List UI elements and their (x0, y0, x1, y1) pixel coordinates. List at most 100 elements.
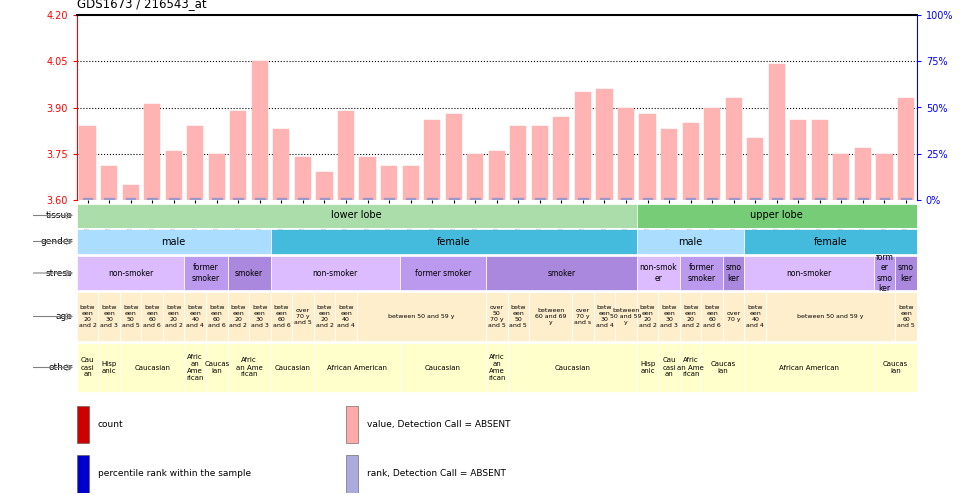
Bar (812, 120, 828, 200)
Bar (702, 292, 723, 341)
Bar (449, 198, 459, 200)
Bar (271, 343, 314, 392)
Text: Caucasian: Caucasian (425, 364, 461, 370)
Bar (661, 129, 677, 200)
Bar (685, 198, 695, 200)
Bar (596, 89, 612, 200)
Bar (187, 126, 204, 200)
Bar (723, 292, 745, 341)
Text: female: female (437, 237, 470, 247)
Bar (141, 292, 163, 341)
Bar (357, 292, 486, 341)
Bar (381, 166, 397, 200)
Bar (618, 107, 635, 200)
Bar (708, 198, 717, 200)
Bar (338, 110, 354, 200)
Text: Caucas
ian: Caucas ian (710, 361, 735, 374)
Bar (276, 198, 286, 200)
Bar (529, 292, 572, 341)
Text: over
70 y
and s: over 70 y and s (574, 308, 591, 325)
Bar (314, 292, 335, 341)
Text: lower lobe: lower lobe (331, 210, 382, 220)
Text: betw
een
60
and 6: betw een 60 and 6 (704, 305, 721, 328)
Bar (271, 229, 636, 254)
Bar (729, 198, 738, 200)
Text: over
70 y: over 70 y (727, 311, 741, 322)
Bar (636, 343, 659, 392)
Bar (363, 198, 372, 200)
Bar (123, 185, 139, 200)
Text: betw
een
60
and 6: betw een 60 and 6 (208, 305, 226, 328)
Bar (445, 114, 462, 200)
Text: betw
een
20
and 2: betw een 20 and 2 (638, 305, 657, 328)
Bar (271, 292, 292, 341)
Text: Cau
casi
an: Cau casi an (81, 357, 94, 378)
Text: betw
een
20
and 2: betw een 20 and 2 (165, 305, 182, 328)
Bar (424, 120, 441, 200)
Bar (511, 126, 526, 200)
Text: betw
een
30
and 3: betw een 30 and 3 (660, 305, 678, 328)
Bar (854, 148, 871, 200)
Text: non-smok
er: non-smok er (639, 263, 677, 283)
Bar (166, 150, 181, 200)
Bar (190, 198, 200, 200)
Text: gender: gender (40, 237, 73, 246)
Text: betw
een
50
and 5: betw een 50 and 5 (510, 305, 527, 328)
Bar (271, 256, 400, 290)
Text: betw
een
60
and 5: betw een 60 and 5 (898, 305, 915, 328)
Bar (126, 198, 135, 200)
Bar (790, 120, 806, 200)
Bar (636, 292, 659, 341)
Text: betw
een
40
and 4: betw een 40 and 4 (746, 305, 764, 328)
Text: betw
een
60
and 6: betw een 60 and 6 (273, 305, 290, 328)
Bar (723, 256, 745, 290)
Bar (659, 343, 680, 392)
Bar (874, 343, 917, 392)
Text: Caucas
ian: Caucas ian (882, 361, 908, 374)
Text: value, Detection Call = ABSENT: value, Detection Call = ABSENT (367, 420, 510, 429)
Text: former
smoker: former smoker (192, 263, 220, 283)
Bar (341, 198, 350, 200)
Bar (745, 256, 874, 290)
Bar (406, 198, 416, 200)
Text: male: male (161, 237, 186, 247)
Text: age: age (56, 312, 73, 321)
Text: betw
een
60
and 6: betw een 60 and 6 (143, 305, 161, 328)
Bar (320, 198, 329, 200)
Bar (233, 198, 243, 200)
Bar (206, 343, 228, 392)
Bar (230, 110, 247, 200)
Bar (169, 198, 179, 200)
Bar (578, 198, 588, 200)
Text: between
50 and 59
y: between 50 and 59 y (611, 308, 642, 325)
Text: Afric
an Ame
rican: Afric an Ame rican (236, 357, 262, 378)
Text: African American: African American (780, 364, 839, 370)
Bar (557, 198, 566, 200)
Bar (769, 64, 785, 200)
Bar (359, 157, 375, 200)
Text: Afric
an
Ame
rican: Afric an Ame rican (488, 354, 506, 381)
Bar (98, 292, 120, 341)
Bar (486, 256, 636, 290)
Bar (874, 256, 896, 290)
Bar (427, 198, 437, 200)
Bar (615, 292, 636, 341)
Bar (896, 292, 917, 341)
Bar (252, 61, 268, 200)
Bar (184, 256, 228, 290)
Bar (292, 292, 314, 341)
Bar (163, 292, 184, 341)
Text: betw
een
40
and 4: betw een 40 and 4 (337, 305, 355, 328)
Bar (508, 343, 636, 392)
Bar (659, 292, 680, 341)
Bar (400, 256, 486, 290)
Bar (553, 117, 569, 200)
Bar (249, 292, 271, 341)
Text: African American: African American (326, 364, 387, 370)
Bar (683, 123, 699, 200)
Bar (772, 198, 781, 200)
Text: non-smoker: non-smoker (786, 268, 831, 278)
Bar (147, 198, 157, 200)
Text: betw
een
30
and 3: betw een 30 and 3 (100, 305, 118, 328)
Bar (120, 343, 184, 392)
